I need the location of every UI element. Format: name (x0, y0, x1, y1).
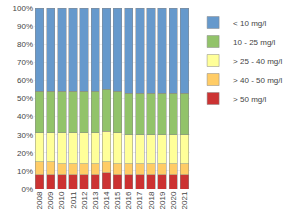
svg-text:2021: 2021 (180, 191, 189, 209)
svg-text:2014: 2014 (102, 191, 111, 209)
svg-text:10%: 10% (17, 167, 33, 176)
svg-text:80%: 80% (17, 40, 33, 49)
svg-text:70%: 70% (17, 58, 33, 67)
svg-text:< 10 mg/l: < 10 mg/l (233, 19, 266, 28)
svg-text:50%: 50% (17, 94, 33, 103)
svg-text:> 40 - 50 mg/l: > 40 - 50 mg/l (233, 76, 282, 85)
svg-text:2018: 2018 (147, 191, 156, 209)
svg-text:2019: 2019 (158, 191, 167, 209)
svg-text:60%: 60% (17, 76, 33, 85)
svg-text:2012: 2012 (80, 191, 89, 209)
svg-text:2009: 2009 (46, 191, 55, 209)
svg-text:2008: 2008 (35, 191, 44, 209)
svg-text:> 25 - 40 mg/l: > 25 - 40 mg/l (233, 57, 282, 66)
svg-text:2016: 2016 (124, 191, 133, 209)
svg-text:2013: 2013 (91, 191, 100, 209)
svg-text:20%: 20% (17, 149, 33, 158)
svg-text:0%: 0% (21, 185, 33, 194)
svg-text:100%: 100% (13, 4, 33, 13)
svg-text:2010: 2010 (57, 191, 66, 209)
svg-text:2020: 2020 (169, 191, 178, 209)
svg-text:2017: 2017 (135, 191, 144, 209)
svg-text:30%: 30% (17, 131, 33, 140)
svg-text:2015: 2015 (113, 191, 122, 209)
svg-text:> 50 mg/l: > 50 mg/l (233, 95, 266, 104)
svg-text:2011: 2011 (69, 191, 78, 209)
svg-text:40%: 40% (17, 112, 33, 121)
svg-text:10 - 25 mg/l: 10 - 25 mg/l (233, 38, 275, 47)
svg-text:90%: 90% (17, 22, 33, 31)
